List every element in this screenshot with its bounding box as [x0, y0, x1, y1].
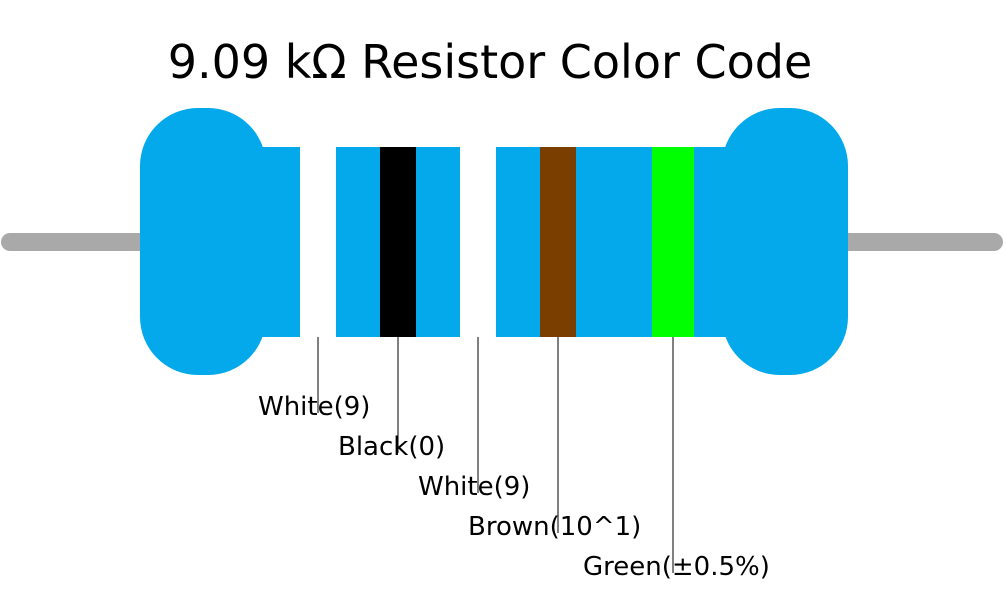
end-cap: [140, 108, 266, 375]
band-label: Green(±0.5%): [583, 552, 770, 582]
color-band: [652, 147, 694, 337]
band-label: White(9): [258, 392, 370, 422]
color-band: [300, 147, 336, 337]
color-band: [460, 147, 496, 337]
band-label: White(9): [418, 472, 530, 502]
title: 9.09 kΩ Resistor Color Code: [168, 35, 813, 89]
band-label: Brown(10^1): [468, 512, 641, 542]
end-cap: [722, 108, 848, 375]
color-band: [540, 147, 576, 337]
color-band: [380, 147, 416, 337]
band-label: Black(0): [338, 432, 445, 462]
resistor: White(9) Black(0) White(9) Brown(10^1) Green…: [1, 108, 1003, 582]
